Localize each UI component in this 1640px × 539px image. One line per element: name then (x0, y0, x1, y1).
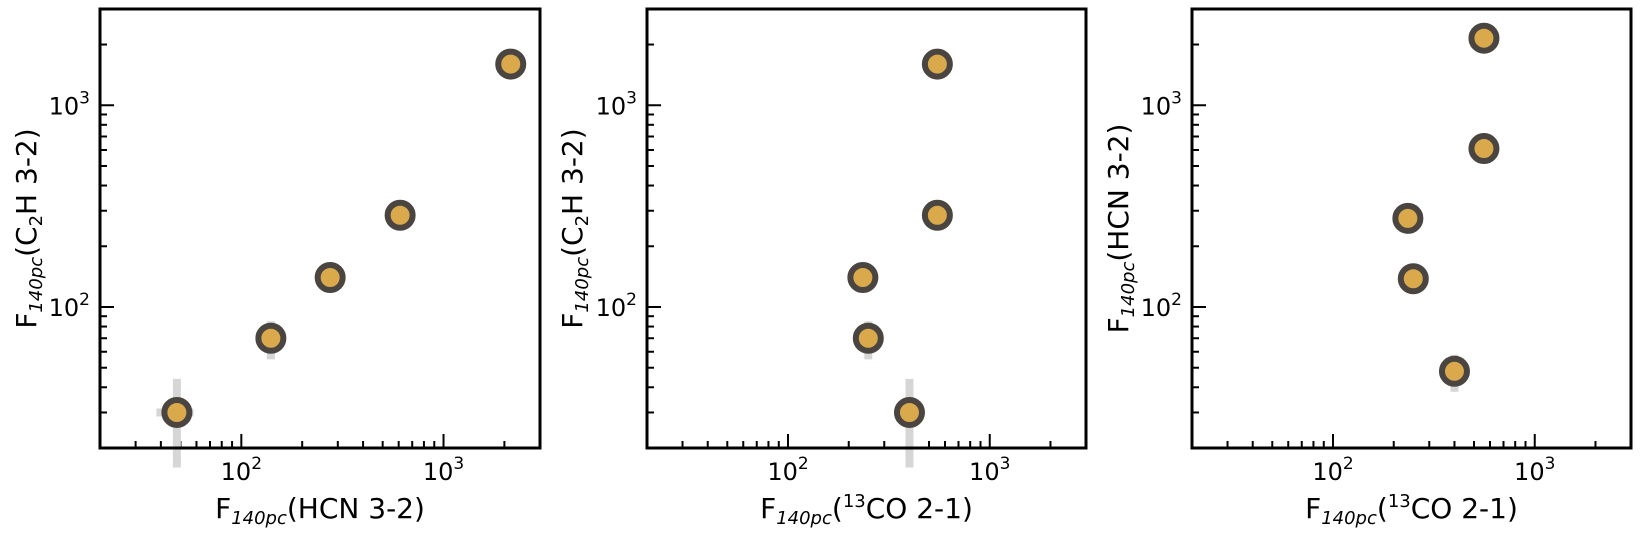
y-tick-label: 102 (1141, 290, 1182, 322)
scatter-panel-2: 102 103 102 103 F140pc(13CO 2-1) F140pc(C2H 3… (556, 7, 1088, 529)
data-point (255, 322, 287, 354)
y-axis-label: F140pc(HCN 3-2) (1102, 124, 1139, 334)
data-point (893, 396, 925, 428)
y-tick-label: 103 (49, 88, 90, 120)
y-axis-label: F140pc(C2H 3-2) (556, 128, 593, 328)
y-tick-label: 102 (49, 290, 90, 322)
axes-frame (1190, 7, 1633, 450)
data-point (921, 199, 953, 231)
axes-frame (645, 7, 1088, 450)
y-tick-label: 102 (596, 290, 637, 322)
x-tick-label: 103 (1514, 454, 1555, 486)
data-point (847, 262, 879, 294)
data-point (1468, 133, 1500, 165)
x-tick-label: 102 (221, 454, 262, 486)
data-point (1397, 263, 1429, 295)
x-tick-label: 103 (969, 454, 1010, 486)
data-point (1468, 22, 1500, 54)
y-axis-label: F140pc(C2H 3-2) (10, 128, 47, 328)
x-axis-label: F140pc(13CO 2-1) (760, 491, 973, 529)
y-tick-label: 103 (1141, 88, 1182, 120)
x-tick-label: 102 (767, 454, 808, 486)
data-point (1392, 202, 1424, 234)
x-tick-label: 102 (1312, 454, 1353, 486)
data-point (1438, 355, 1470, 387)
data-point (921, 48, 953, 80)
data-point (161, 396, 193, 428)
x-axis-label: F140pc(HCN 3-2) (215, 492, 425, 529)
x-tick-label: 103 (423, 454, 464, 486)
scatter-panel-3: 102 103 102 103 F140pc(13CO 2-1) F140pc(HCN 3… (1102, 7, 1633, 529)
y-tick-label: 103 (596, 88, 637, 120)
axes-frame (98, 7, 542, 450)
scatter-panel-1: 102 103 102 103 F140pc(HCN 3-2) F140pc(C2H 3-… (10, 7, 542, 529)
data-point (384, 199, 416, 231)
data-point (495, 48, 527, 80)
data-point (314, 262, 346, 294)
x-axis-label: F140pc(13CO 2-1) (1305, 491, 1518, 529)
data-point (852, 322, 884, 354)
